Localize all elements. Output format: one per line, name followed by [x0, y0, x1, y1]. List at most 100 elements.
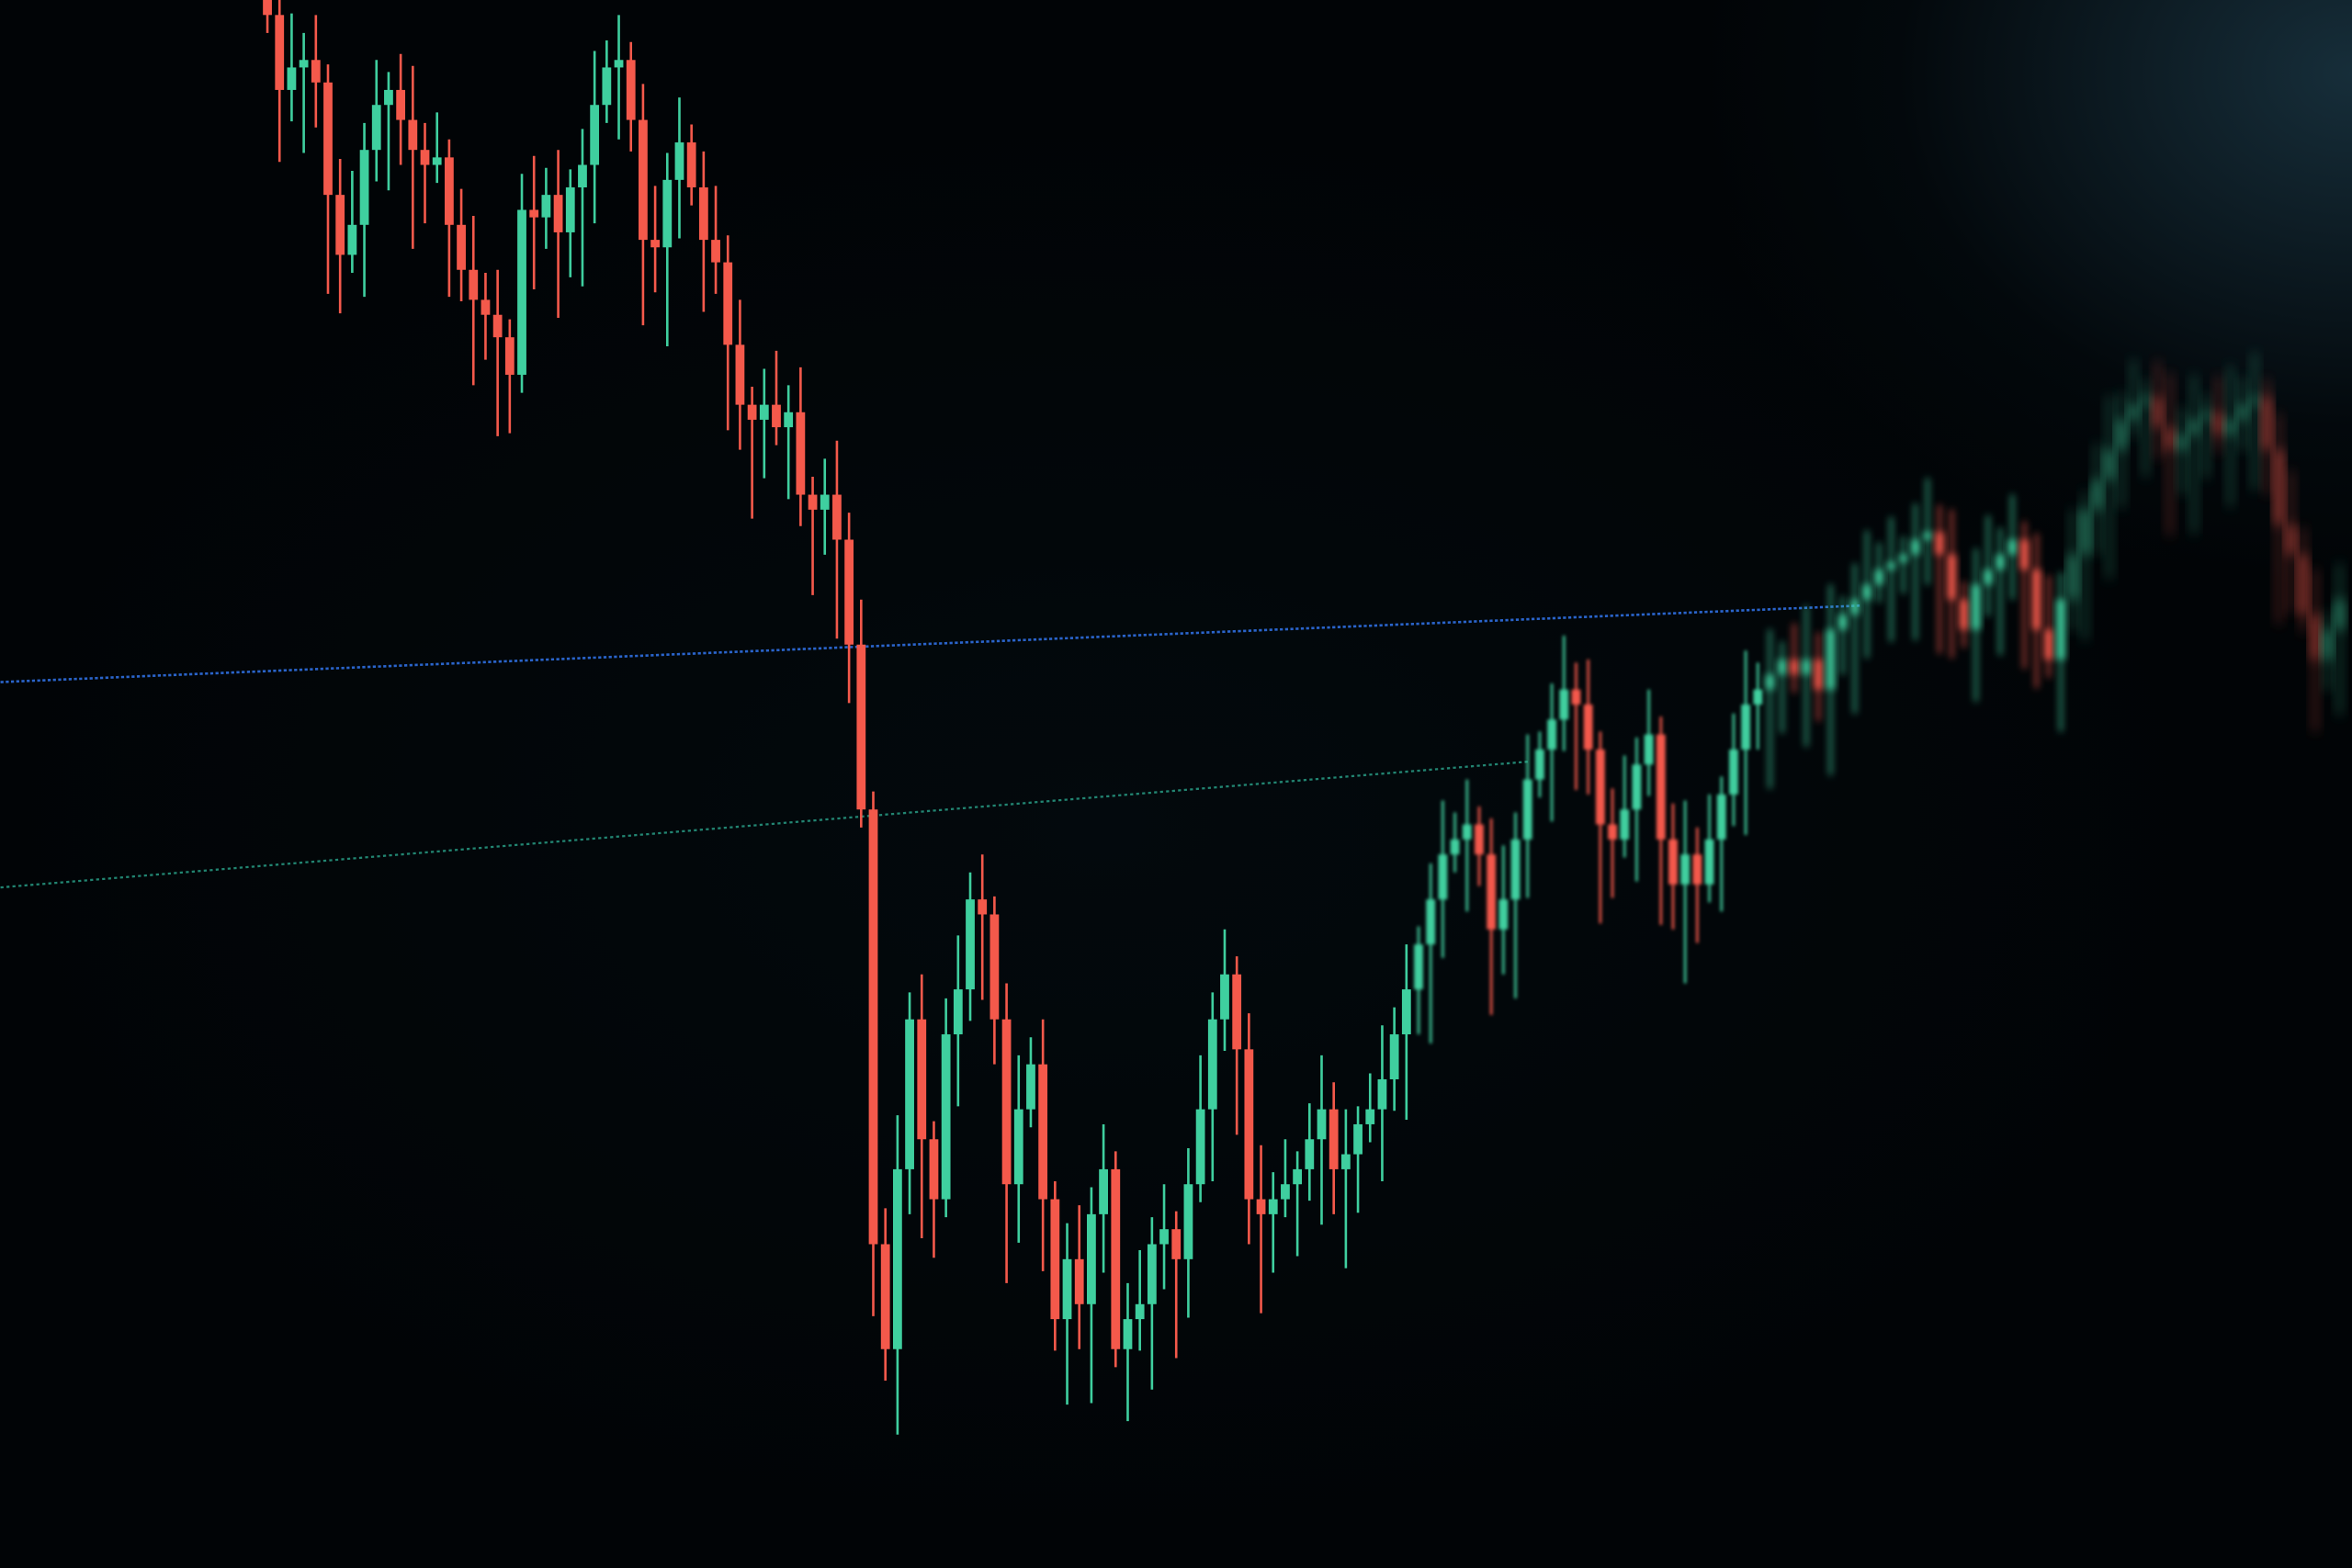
candle-body [2141, 397, 2151, 405]
candle-up [2007, 494, 2018, 600]
candle-body [1535, 749, 1544, 780]
candle-up [1680, 800, 1690, 984]
candle-body [2262, 397, 2272, 450]
candle-down [856, 599, 866, 828]
candle-body [1207, 1019, 1217, 1110]
candle-up [1716, 776, 1726, 912]
candle-up [578, 129, 587, 287]
candle-down [492, 269, 503, 436]
candle-body [856, 644, 866, 810]
candle-up [1971, 548, 1981, 702]
candle-body [1644, 734, 1654, 765]
candle-up [2250, 352, 2259, 491]
candle-up [1826, 584, 1836, 775]
candle-up [1087, 1187, 1096, 1404]
candle-body [2298, 554, 2308, 615]
candle-body [408, 119, 418, 151]
candle-down [917, 974, 927, 1238]
candle-body [565, 186, 575, 232]
candle-body [1001, 1019, 1012, 1185]
candle-body [1510, 839, 1521, 900]
candle-body [311, 60, 321, 83]
candle-up [1849, 563, 1860, 714]
candle-body [371, 105, 381, 151]
candle-body [1571, 689, 1581, 705]
candle-body [978, 899, 988, 915]
candle-body [639, 119, 648, 241]
candle-down [1583, 660, 1593, 795]
candle-body [2031, 570, 2041, 630]
candle-body [2201, 412, 2211, 420]
candle-body [275, 15, 285, 90]
candle-up [941, 998, 951, 1218]
candle-body [1268, 1199, 1278, 1214]
candle-down [735, 299, 745, 450]
candle-up [1401, 944, 1411, 1121]
candle-down [1244, 1013, 1254, 1245]
candle-up [2141, 378, 2151, 477]
candle-down [711, 186, 720, 294]
candle-body [602, 67, 612, 106]
candle-body [444, 157, 454, 225]
candle-body [1111, 1168, 1121, 1349]
candle-up [1862, 530, 1871, 659]
candle-down [639, 84, 648, 326]
candle-up [2323, 611, 2333, 692]
candle-up [1923, 478, 1932, 585]
candle-body [287, 67, 297, 90]
candle-up [1729, 713, 1738, 827]
candle-up [1353, 1106, 1363, 1213]
candle-down [2274, 413, 2284, 624]
candle-body [347, 224, 357, 255]
candle-up [2225, 366, 2235, 507]
candle-body [1632, 764, 1642, 810]
candle-body [1389, 1034, 1399, 1079]
candle-body [2019, 539, 2030, 570]
candle-body [1559, 689, 1569, 720]
candle-body [686, 142, 696, 187]
candle-body [905, 1019, 914, 1169]
candle-up [1632, 737, 1642, 882]
candle-body [578, 164, 587, 187]
candle-down [481, 273, 491, 360]
candle-body [432, 157, 442, 165]
candle-body [2286, 525, 2296, 555]
candle-body [1438, 854, 1448, 900]
candle-up [1220, 929, 1229, 1051]
candle-up [565, 169, 575, 277]
candle-body [735, 344, 745, 405]
candle-down [1947, 509, 1957, 659]
candle-up [1704, 794, 1714, 903]
candle-up [2068, 509, 2078, 632]
candle-body [784, 412, 794, 428]
candle-body [2323, 629, 2333, 660]
candle-up [384, 72, 393, 191]
candle-body [1862, 584, 1871, 600]
candle-up [1450, 812, 1460, 873]
candle-up [759, 368, 769, 479]
candle-up [1438, 800, 1448, 958]
candle-up [1365, 1073, 1375, 1143]
candle-up [1268, 1172, 1278, 1273]
candle-body [1099, 1168, 1108, 1214]
candle-up [1462, 779, 1472, 912]
candle-body [772, 404, 781, 428]
candle-up [432, 112, 442, 184]
candle-down [832, 440, 842, 639]
candle-body [1475, 824, 1484, 855]
candle-up [2117, 392, 2126, 509]
candle-up [1159, 1184, 1169, 1290]
candle-down [2286, 470, 2296, 614]
candle-body [1716, 794, 1726, 840]
candle-down [469, 215, 479, 386]
candle-body [1135, 1303, 1145, 1320]
candle-up [2129, 359, 2139, 438]
candle-body [1365, 1109, 1375, 1124]
candle-up [602, 40, 612, 123]
candle-body [1147, 1244, 1157, 1304]
candle-up [1147, 1217, 1157, 1390]
candle-down [529, 155, 539, 289]
candle-down [808, 476, 818, 595]
candle-body [796, 412, 806, 495]
candle-down [504, 319, 514, 434]
